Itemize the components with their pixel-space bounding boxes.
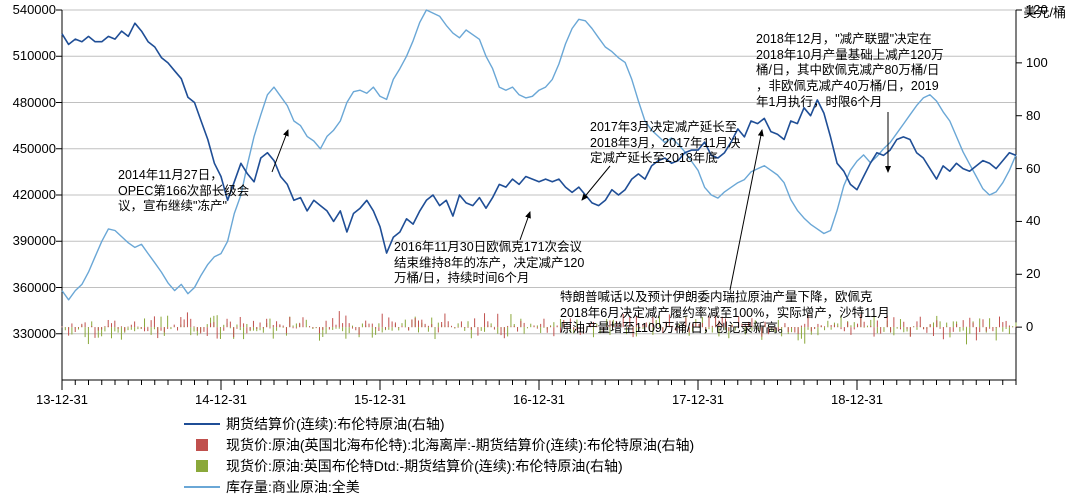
legend-line-swatch	[184, 423, 220, 425]
y-right-tick-label: 100	[1026, 55, 1066, 70]
y-right-tick-label: 80	[1026, 108, 1066, 123]
y-left-tick-label: 480000	[0, 95, 56, 110]
x-tick-label: 14-12-31	[195, 392, 247, 407]
y-left-tick-label: 330000	[0, 326, 56, 341]
y-left-tick-label: 390000	[0, 233, 56, 248]
x-tick-label: 13-12-31	[36, 392, 88, 407]
annotation-a3: 2017年3月决定减产延长至2018年3月，2017年11月决定减产延长至201…	[590, 120, 810, 167]
y-right-tick-label: 120	[1026, 2, 1066, 17]
y-right-tick-label: 20	[1026, 266, 1066, 281]
legend: 期货结算价(连续):布伦特原油(右轴)现货价:原油(英国北海布伦特):北海离岸:…	[184, 413, 694, 497]
annotation-a2: 2016年11月30日欧佩克171次会议结束维持8年的冻产，决定减产120万桶/…	[394, 240, 624, 287]
legend-block-swatch	[184, 439, 220, 451]
y-right-tick-label: 0	[1026, 319, 1066, 334]
legend-item: 现货价:原油(英国北海布伦特):北海离岸:-期货结算价(连续):布伦特原油(右轴…	[184, 434, 694, 455]
y-left-tick-label: 510000	[0, 48, 56, 63]
legend-line-swatch	[184, 486, 220, 488]
legend-item: 库存量:商业原油:全美	[184, 476, 694, 497]
legend-label: 现货价:原油(英国北海布伦特):北海离岸:-期货结算价(连续):布伦特原油(右轴…	[226, 435, 694, 455]
y-left-tick-label: 540000	[0, 2, 56, 17]
x-tick-label: 18-12-31	[831, 392, 883, 407]
x-tick-label: 15-12-31	[354, 392, 406, 407]
legend-label: 库存量:商业原油:全美	[226, 477, 360, 497]
x-tick-label: 17-12-31	[672, 392, 724, 407]
y-left-tick-label: 420000	[0, 187, 56, 202]
legend-block-swatch	[184, 460, 220, 472]
annotation-a1: 2014年11月27日，OPEC第166次部长级会议，宣布继续"冻产"	[118, 168, 286, 215]
legend-label: 现货价:原油:英国布伦特Dtd:-期货结算价(连续):布伦特原油(右轴)	[226, 456, 623, 476]
y-right-tick-label: 60	[1026, 161, 1066, 176]
legend-label: 期货结算价(连续):布伦特原油(右轴)	[226, 414, 445, 434]
x-tick-label: 16-12-31	[513, 392, 565, 407]
legend-item: 现货价:原油:英国布伦特Dtd:-期货结算价(连续):布伦特原油(右轴)	[184, 455, 694, 476]
y-right-tick-label: 40	[1026, 213, 1066, 228]
y-left-tick-label: 360000	[0, 280, 56, 295]
legend-item: 期货结算价(连续):布伦特原油(右轴)	[184, 413, 694, 434]
y-left-tick-label: 450000	[0, 141, 56, 156]
annotation-a4: 特朗普喊话以及预计伊朗委内瑞拉原油产量下降，欧佩克2018年6月决定减产履约率减…	[560, 290, 990, 337]
annotation-a5: 2018年12月，"减产联盟"决定在2018年10月产量基础上减产120万桶/日…	[756, 32, 1020, 110]
